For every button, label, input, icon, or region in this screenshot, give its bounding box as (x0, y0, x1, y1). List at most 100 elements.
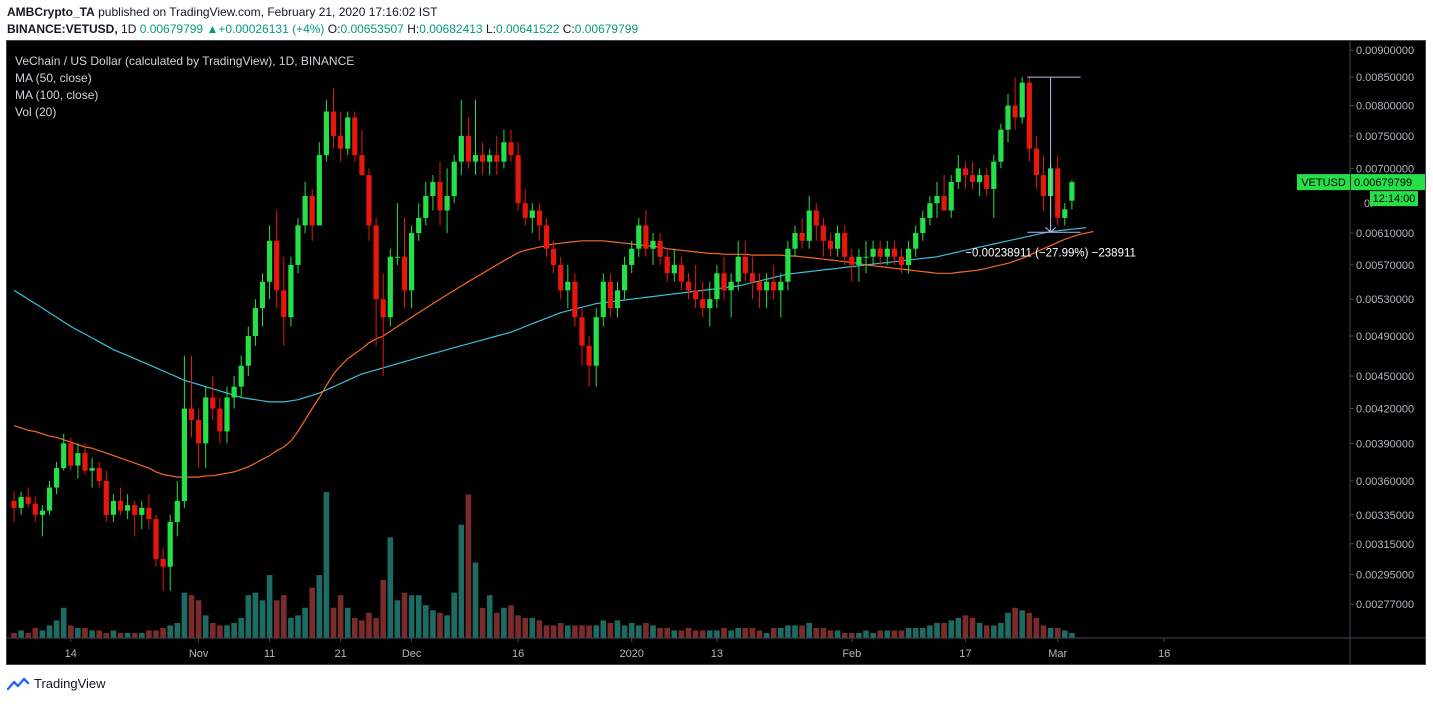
candle-body (650, 240, 656, 249)
candle-body (991, 161, 997, 189)
price-change: +0.00026131 (+4%) (218, 22, 325, 36)
candle (593, 308, 599, 387)
symbol-name: BINANCE:VETUSD, (7, 22, 118, 36)
candle-body (778, 281, 784, 291)
candle-body (352, 117, 358, 156)
candle-body (1033, 148, 1039, 176)
candle (600, 273, 606, 327)
volume-bar (273, 600, 280, 638)
chart-legend: VeChain / US Dollar (calculated by Tradi… (15, 53, 354, 121)
candle-body (345, 117, 351, 149)
candle (1069, 180, 1075, 210)
candle (551, 240, 557, 274)
candle-body (146, 507, 152, 520)
candle-body (153, 519, 159, 559)
volume-bar (352, 617, 358, 638)
volume-bar (948, 620, 954, 638)
candle-body (387, 256, 393, 318)
candle (394, 203, 400, 265)
candle-body (1069, 182, 1075, 201)
candle-body (728, 281, 734, 291)
volume-bar (522, 617, 528, 638)
volume-bar (451, 592, 457, 638)
volume-bar (962, 615, 969, 638)
tradingview-footer[interactable]: TradingView (7, 676, 106, 691)
interval: 1D (121, 22, 137, 36)
price-tick-label: 0.00277000 (1356, 599, 1414, 611)
candle (955, 155, 961, 189)
price-tick-label: 0.00570000 (1356, 260, 1414, 272)
volume-bar (1005, 612, 1011, 638)
volume-bar (259, 600, 266, 638)
volume-bar (415, 595, 422, 638)
candle (366, 168, 372, 241)
volume-bar (217, 625, 223, 638)
volume-bar (1054, 627, 1061, 638)
volume-bar (600, 620, 607, 638)
legend-ma100[interactable]: MA (100, close) (15, 88, 99, 102)
volume-bar (849, 632, 855, 638)
candle-body (742, 256, 748, 274)
candle-body (366, 175, 372, 226)
candle-body (799, 233, 805, 241)
volume-bar (103, 632, 110, 638)
candle (252, 299, 258, 346)
candle (231, 376, 237, 409)
candle (920, 210, 926, 241)
candle-body (813, 210, 819, 226)
volume-bar (465, 494, 472, 638)
volume-bar (920, 627, 926, 638)
legend-volume[interactable]: Vol (20) (15, 105, 57, 119)
candle-body (671, 264, 677, 274)
volume-bar (153, 630, 159, 638)
candle (934, 181, 940, 218)
volume-bar (976, 622, 983, 638)
candle (977, 168, 983, 197)
volume-bar (806, 622, 812, 638)
candle (437, 161, 443, 226)
candle (46, 480, 53, 515)
candle (607, 273, 613, 318)
candle-body (614, 290, 621, 309)
author-name[interactable]: AMBCrypto_TA (7, 5, 95, 19)
volume-bar (295, 615, 301, 638)
price-tick-label: 0.00390000 (1356, 438, 1414, 450)
symbol-tag: VETUSD (1301, 177, 1346, 189)
candle-body (409, 233, 415, 291)
candle-body (472, 155, 479, 162)
volume-bar (636, 625, 642, 638)
volume-bar (401, 592, 408, 638)
candle-body (288, 264, 294, 318)
candle-body (245, 336, 251, 366)
candle-body (75, 453, 81, 466)
volume-bar (870, 632, 876, 638)
candle-body (231, 386, 237, 398)
candle (444, 168, 450, 234)
measure-tool: −0.00238911 (−27.99%) −238911 (965, 76, 1136, 259)
candle-body (465, 135, 471, 162)
candle (480, 142, 486, 176)
volume-bar (195, 600, 202, 638)
candle (515, 142, 521, 211)
candle-body (295, 225, 301, 265)
candle-body (522, 203, 528, 218)
candle (274, 210, 280, 309)
volume-layer (11, 492, 1075, 638)
legend-ma50[interactable]: MA (50, close) (15, 71, 92, 85)
candle-body (430, 181, 436, 197)
candle (472, 99, 479, 176)
candle (906, 240, 912, 274)
price-tick-label: 0.00750000 (1356, 131, 1414, 143)
price-tick-label: 0.00700000 (1356, 163, 1414, 175)
price-chart[interactable]: −0.00238911 (−27.99%) −238911 0.00900000… (7, 41, 1425, 664)
candle-body (394, 256, 400, 258)
chart-panel[interactable]: −0.00238911 (−27.99%) −238911 0.00900000… (6, 40, 1426, 665)
volume-bar (25, 632, 31, 638)
volume-bar (316, 575, 323, 638)
candle (103, 470, 109, 522)
candle (714, 264, 720, 309)
volume-bar (543, 625, 550, 638)
volume-bar (1040, 625, 1047, 638)
volume-bar (337, 595, 344, 638)
candle (196, 408, 202, 469)
